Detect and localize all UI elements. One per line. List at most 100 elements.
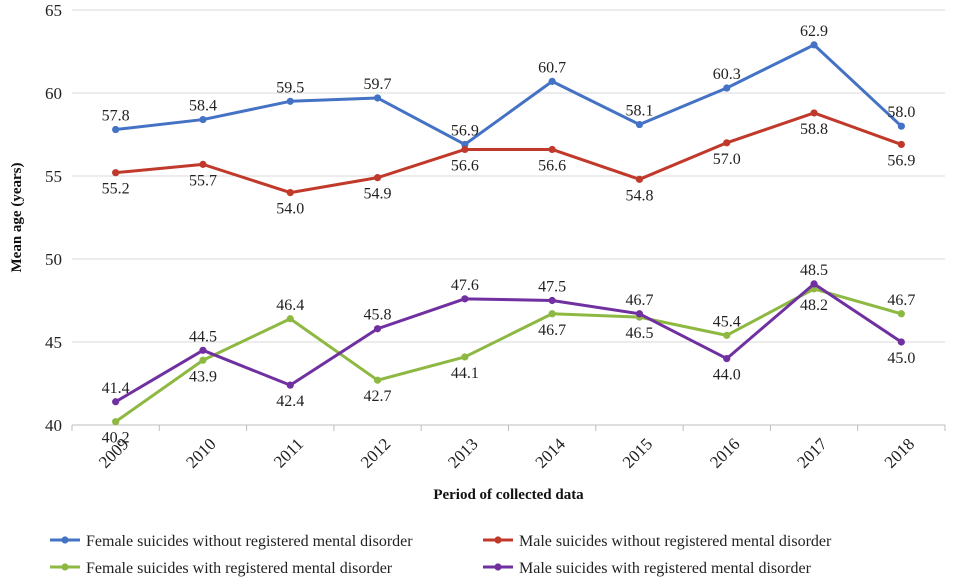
data-point [810, 41, 818, 49]
data-point [461, 140, 469, 149]
x-tick-label: 2017 [793, 434, 831, 472]
data-point [897, 310, 905, 318]
data-label: 57.0 [713, 151, 741, 168]
legend-label: Male suicides without registered mental … [519, 533, 832, 550]
data-point [635, 310, 644, 318]
data-point [897, 338, 905, 346]
legend-swatch-marker [61, 563, 69, 571]
x-tick-label: 2010 [182, 434, 219, 471]
data-point [112, 125, 120, 134]
data-label: 46.7 [625, 292, 653, 309]
data-point [723, 331, 731, 339]
data-label: 59.7 [364, 76, 392, 93]
data-point [548, 145, 556, 154]
data-label: 47.6 [451, 277, 479, 294]
data-label: 48.2 [800, 297, 828, 314]
data-point [461, 145, 469, 154]
data-point [635, 120, 644, 129]
data-point [199, 115, 207, 124]
data-label: 62.9 [800, 23, 828, 40]
data-label: 44.1 [451, 365, 479, 382]
data-point [548, 77, 556, 85]
y-tick-label: 40 [45, 416, 62, 435]
data-point [286, 97, 294, 105]
data-point [810, 109, 818, 117]
legend-swatch-marker [61, 536, 69, 544]
data-point [199, 356, 207, 364]
data-label: 40.2 [102, 430, 130, 447]
data-point [112, 398, 120, 406]
data-label: 46.7 [538, 322, 566, 339]
data-label: 44.0 [713, 367, 741, 384]
legend-label: Female suicides with registered mental d… [86, 560, 393, 577]
y-tick-label: 50 [45, 250, 62, 269]
x-tick-label: 2012 [357, 434, 394, 471]
series-line-4 [114, 282, 903, 404]
data-point [548, 296, 556, 305]
legend-swatch-marker [494, 563, 502, 571]
data-label: 45.0 [887, 350, 915, 367]
data-label: 47.5 [538, 279, 566, 296]
data-label: 60.3 [713, 66, 741, 83]
data-point [461, 353, 469, 361]
y-tick-label: 55 [45, 167, 62, 186]
legend-label: Female suicides without registered menta… [86, 533, 413, 550]
data-point [723, 355, 731, 363]
data-label: 55.7 [189, 172, 217, 189]
y-axis-title: Mean age (years) [9, 163, 25, 273]
data-label: 58.8 [800, 121, 828, 138]
data-label: 45.4 [713, 313, 741, 330]
x-tick-label: 2018 [881, 434, 918, 471]
data-point [635, 175, 644, 183]
data-point [199, 160, 207, 168]
data-point [373, 376, 382, 384]
data-label: 59.5 [276, 79, 304, 96]
data-label: 46.5 [625, 325, 653, 342]
x-axis-title: Period of collected data [433, 487, 584, 503]
data-point [373, 174, 382, 182]
data-label: 41.4 [102, 380, 130, 397]
x-tick-label: 2016 [706, 434, 743, 471]
data-label: 58.1 [625, 103, 653, 120]
data-label: 43.9 [189, 368, 217, 385]
data-label: 56.9 [887, 152, 915, 169]
data-label: 54.9 [364, 186, 392, 203]
data-label: 57.8 [102, 108, 130, 125]
data-label: 56.6 [538, 157, 566, 174]
x-tick-label: 2014 [532, 434, 570, 472]
x-tick-label: 2011 [270, 434, 307, 471]
data-point [373, 325, 382, 333]
data-label: 54.8 [625, 187, 653, 204]
data-label: 58.0 [887, 104, 915, 121]
x-tick-label: 2015 [619, 434, 656, 471]
data-label: 58.4 [189, 98, 217, 115]
series-line-2 [115, 111, 902, 195]
data-label: 42.7 [364, 388, 392, 405]
data-point [112, 169, 120, 177]
data-label: 48.5 [800, 262, 828, 279]
data-point [548, 310, 556, 318]
data-point [199, 346, 207, 354]
data-label: 54.0 [276, 201, 304, 218]
data-label: 56.9 [451, 122, 479, 139]
data-label: 60.7 [538, 59, 566, 76]
data-point [723, 84, 731, 92]
data-label: 46.7 [887, 292, 915, 309]
series-line-3 [114, 287, 902, 423]
data-label: 55.2 [102, 181, 130, 198]
data-point [286, 315, 294, 323]
x-tick-label: 2013 [444, 434, 481, 471]
data-point [897, 122, 905, 130]
data-point [810, 280, 818, 288]
data-label: 42.4 [276, 393, 304, 410]
legend-label: Male suicides with registered mental dis… [519, 560, 812, 577]
data-point [897, 140, 905, 149]
data-point [286, 381, 294, 389]
series-line-1 [115, 43, 903, 146]
y-tick-label: 60 [45, 84, 62, 103]
data-point [373, 94, 382, 102]
data-point [461, 295, 469, 303]
data-point [112, 418, 120, 426]
